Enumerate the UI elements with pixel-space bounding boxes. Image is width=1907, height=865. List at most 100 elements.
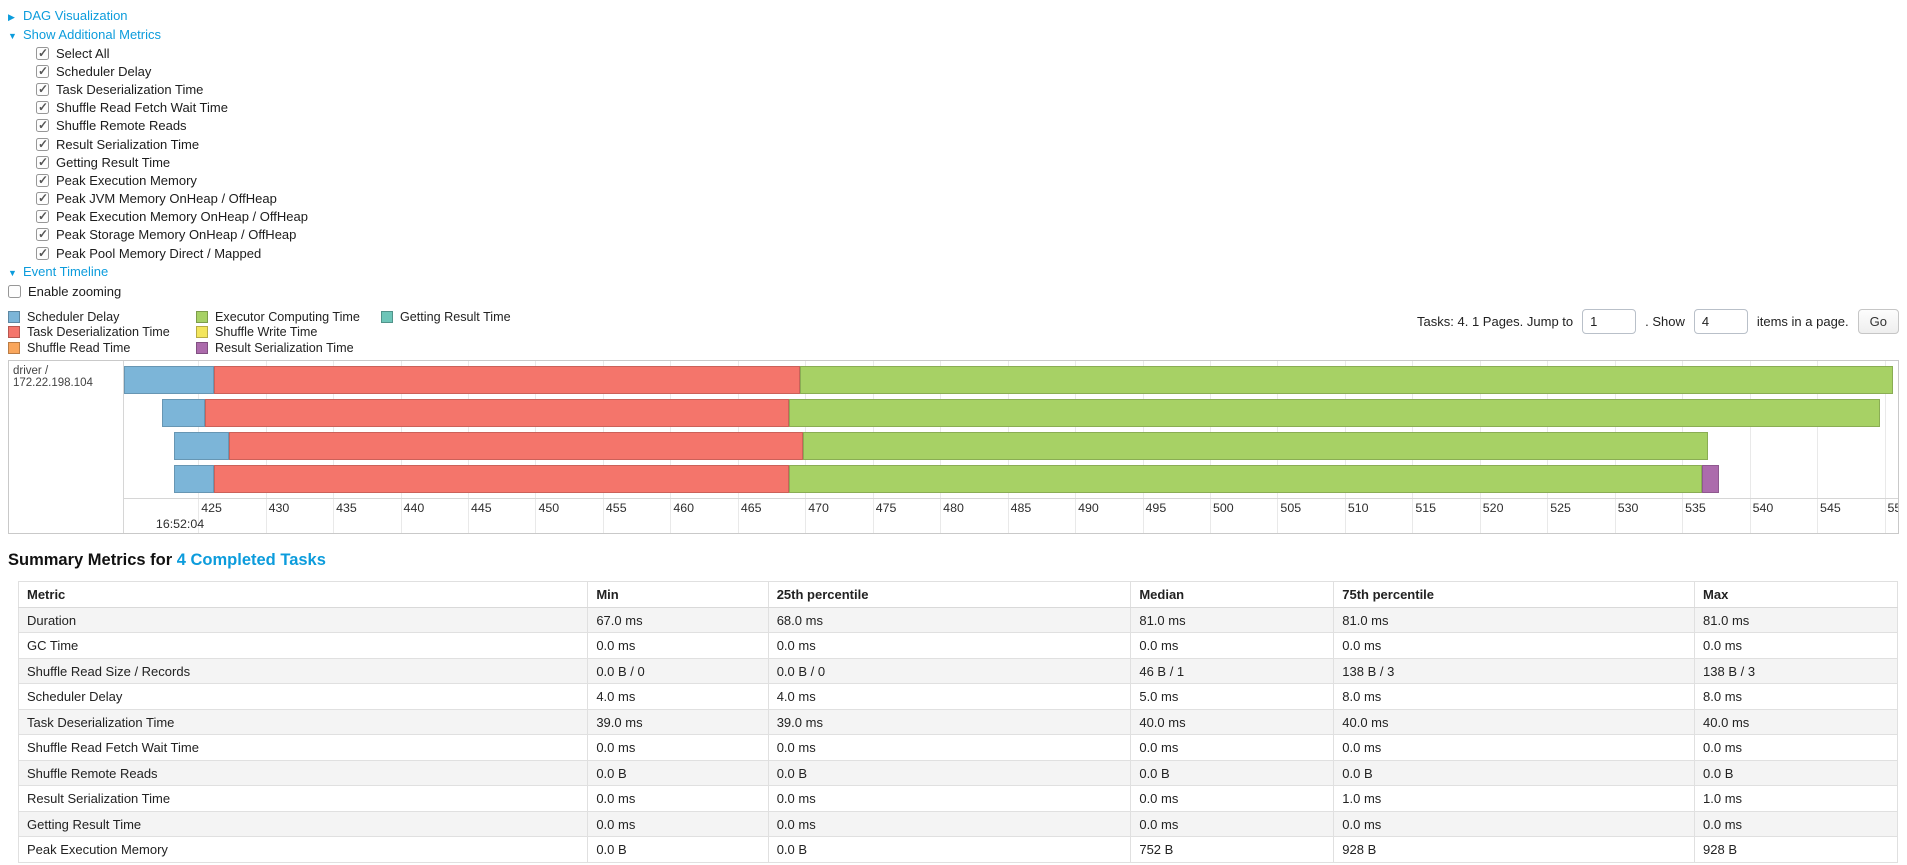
metric-name-cell: GC Time [17, 632, 589, 659]
metric-name-cell: Shuffle Read Size / Records [17, 657, 589, 685]
metric-value-cell: 752 B [1130, 836, 1335, 863]
axis-tick-label: 515 [1415, 501, 1437, 516]
legend-label: Task Deserialization Time [27, 325, 170, 340]
metric-checkbox-label: Peak Execution Memory OnHeap / OffHeap [56, 209, 308, 225]
axis-tick-label: 525 [1550, 501, 1571, 516]
metric-checkbox-label: Peak JVM Memory OnHeap / OffHeap [56, 191, 277, 207]
metric-value-cell: 40.0 ms [1694, 708, 1898, 736]
scheduler_delay-bar [173, 432, 230, 461]
result_serialization-bar [1702, 465, 1719, 494]
metric-value-cell: 0.0 ms [1694, 632, 1898, 659]
go-button[interactable]: Go [1857, 309, 1899, 335]
metric-checkbox-peak-storage-memory-onheap-offheap[interactable] [36, 227, 49, 242]
legend-label: Result Serialization Time [215, 340, 354, 355]
metric-value-cell: 46 B / 1 [1130, 657, 1335, 685]
summary-column-header: 25th percentile [767, 581, 1132, 608]
metric-checkbox-item: Shuffle Read Fetch Wait Time [36, 99, 1899, 117]
axis-tick-label: 440 [403, 501, 425, 516]
metric-checkbox-task-deserialization-time[interactable] [36, 82, 49, 96]
stage-page-controls: ▶ DAG Visualization ▼ Show Additional Metr… [0, 0, 1907, 301]
metric-value-cell: 0.0 ms [1130, 632, 1335, 659]
legend-label: Shuffle Read Time [27, 340, 131, 355]
scheduler_delay-bar [124, 366, 215, 395]
enable-zooming-checkbox[interactable] [8, 285, 21, 299]
summary-column-header: Max [1694, 581, 1898, 608]
metric-checkbox-item: Task Deserialization Time [36, 80, 1899, 98]
axis-tick-label: 430 [268, 501, 290, 516]
metric-checkbox-getting-result-time[interactable] [36, 155, 49, 169]
task-pagination: Tasks: 4. 1 Pages. Jump to . Show items … [1417, 309, 1899, 335]
metric-checkbox-label: Task Deserialization Time [56, 81, 204, 97]
metric-value-cell: 81.0 ms [1694, 606, 1898, 634]
legend-label: Scheduler Delay [27, 309, 120, 324]
metric-checkbox-item: Peak JVM Memory OnHeap / OffHeap [36, 190, 1899, 208]
chevron-right-icon: ▶ [8, 12, 15, 22]
metric-checkbox-shuffle-read-fetch-wait-time[interactable] [36, 100, 49, 115]
metric-value-cell: 0.0 B / 0 [587, 657, 769, 685]
scheduler_delay-bar [161, 399, 205, 428]
metric-checkbox-label: Shuffle Read Fetch Wait Time [56, 100, 228, 116]
executor_computing-bar [789, 465, 1703, 494]
timeline-legend: Scheduler Delay Task Deserialization Time… [8, 309, 1899, 355]
metric-checkbox-scheduler-delay[interactable] [36, 64, 49, 78]
summary-metric-row: GC Time 0.0 ms 0.0 ms 0.0 ms 0.0 ms 0.0 ms [17, 632, 1898, 659]
pagination-summary: Tasks: 4. 1 Pages. Jump to [1417, 314, 1574, 330]
shuffle_read-swatch-icon [8, 341, 20, 354]
show-additional-metrics-toggle[interactable]: ▼ Show Additional Metrics [8, 27, 161, 42]
legend-item-shuffle_write: Shuffle Write Time [196, 325, 381, 340]
metric-value-cell: 0.0 B / 0 [767, 657, 1132, 685]
legend-label: Executor Computing Time [215, 309, 360, 324]
metric-value-cell: 0.0 ms [587, 632, 769, 659]
axis-tick-label: 460 [673, 501, 695, 516]
event-timeline-toggle[interactable]: ▼ Event Timeline [8, 264, 108, 279]
metric-checkbox-peak-execution-memory[interactable] [36, 173, 49, 187]
executor_computing-swatch-icon [196, 310, 208, 323]
summary-metric-row: Getting Result Time 0.0 ms 0.0 ms 0.0 ms 0.0… [17, 810, 1898, 838]
legend-item-getting_result: Getting Result Time [381, 309, 511, 324]
axis-major-time-label: 16:52:04 [155, 517, 205, 532]
metric-value-cell: 0.0 ms [767, 810, 1132, 838]
timeline-task-row [124, 465, 1898, 494]
metric-value-cell: 0.0 ms [1694, 810, 1898, 838]
metric-checkbox-select-all[interactable] [36, 46, 49, 60]
metric-value-cell: 138 B / 3 [1333, 657, 1696, 685]
executor_computing-bar [802, 432, 1708, 461]
metric-value-cell: 1.0 ms [1333, 785, 1696, 812]
metric-checkbox-item: Peak Storage Memory OnHeap / OffHeap [36, 226, 1899, 244]
metric-checkbox-list: Select All Scheduler Delay Task Deserializ… [8, 44, 1899, 262]
enable-zooming-label: Enable zooming [28, 284, 122, 300]
metric-value-cell: 928 B [1694, 836, 1898, 863]
axis-tick-label: 540 [1752, 501, 1774, 516]
metric-name-cell: Shuffle Read Fetch Wait Time [17, 734, 589, 761]
task_deserialization-bar [214, 366, 800, 395]
task_deserialization-bar [204, 399, 790, 428]
items-per-page-input[interactable] [1693, 309, 1748, 335]
event-timeline-label: Event Timeline [23, 264, 109, 280]
metric-checkbox-label: Shuffle Remote Reads [56, 118, 187, 134]
summary-table-header-row: Metric Min 25th percentile Median 75th perce… [17, 581, 1898, 608]
jump-to-page-input[interactable] [1582, 309, 1637, 335]
result_serialization-swatch-icon [196, 341, 208, 354]
metric-checkbox-shuffle-remote-reads[interactable] [36, 118, 49, 133]
axis-tick-label: 505 [1280, 501, 1302, 516]
timeline-task-row [124, 366, 1898, 395]
shuffle_write-swatch-icon [196, 326, 208, 339]
metric-checkbox-peak-pool-memory-direct-mapped[interactable] [36, 246, 49, 260]
timeline-task-row [124, 432, 1898, 461]
metric-checkbox-result-serialization-time[interactable] [36, 137, 49, 151]
dag-visualization-toggle[interactable]: ▶ DAG Visualization [8, 8, 128, 23]
metric-checkbox-peak-jvm-memory-onheap-offheap[interactable] [36, 191, 49, 206]
summary-column-header: Min [587, 581, 769, 608]
metric-value-cell: 0.0 ms [767, 632, 1132, 659]
metric-checkbox-label: Result Serialization Time [56, 136, 200, 152]
metric-value-cell: 0.0 ms [587, 810, 769, 838]
legend-column: Scheduler Delay Task Deserialization Time… [8, 309, 196, 355]
metric-value-cell: 0.0 ms [587, 734, 769, 761]
metric-value-cell: 0.0 ms [1130, 785, 1335, 812]
metric-checkbox-peak-execution-memory-onheap-offheap[interactable] [36, 209, 49, 224]
summary-metric-row: Scheduler Delay 4.0 ms 4.0 ms 5.0 ms 8.0 ms 8… [17, 683, 1898, 710]
completed-tasks-link[interactable]: 4 Completed Tasks [176, 551, 326, 570]
chevron-down-icon: ▼ [8, 31, 17, 41]
metric-value-cell: 40.0 ms [1130, 708, 1335, 736]
metric-value-cell: 0.0 ms [1130, 810, 1335, 838]
